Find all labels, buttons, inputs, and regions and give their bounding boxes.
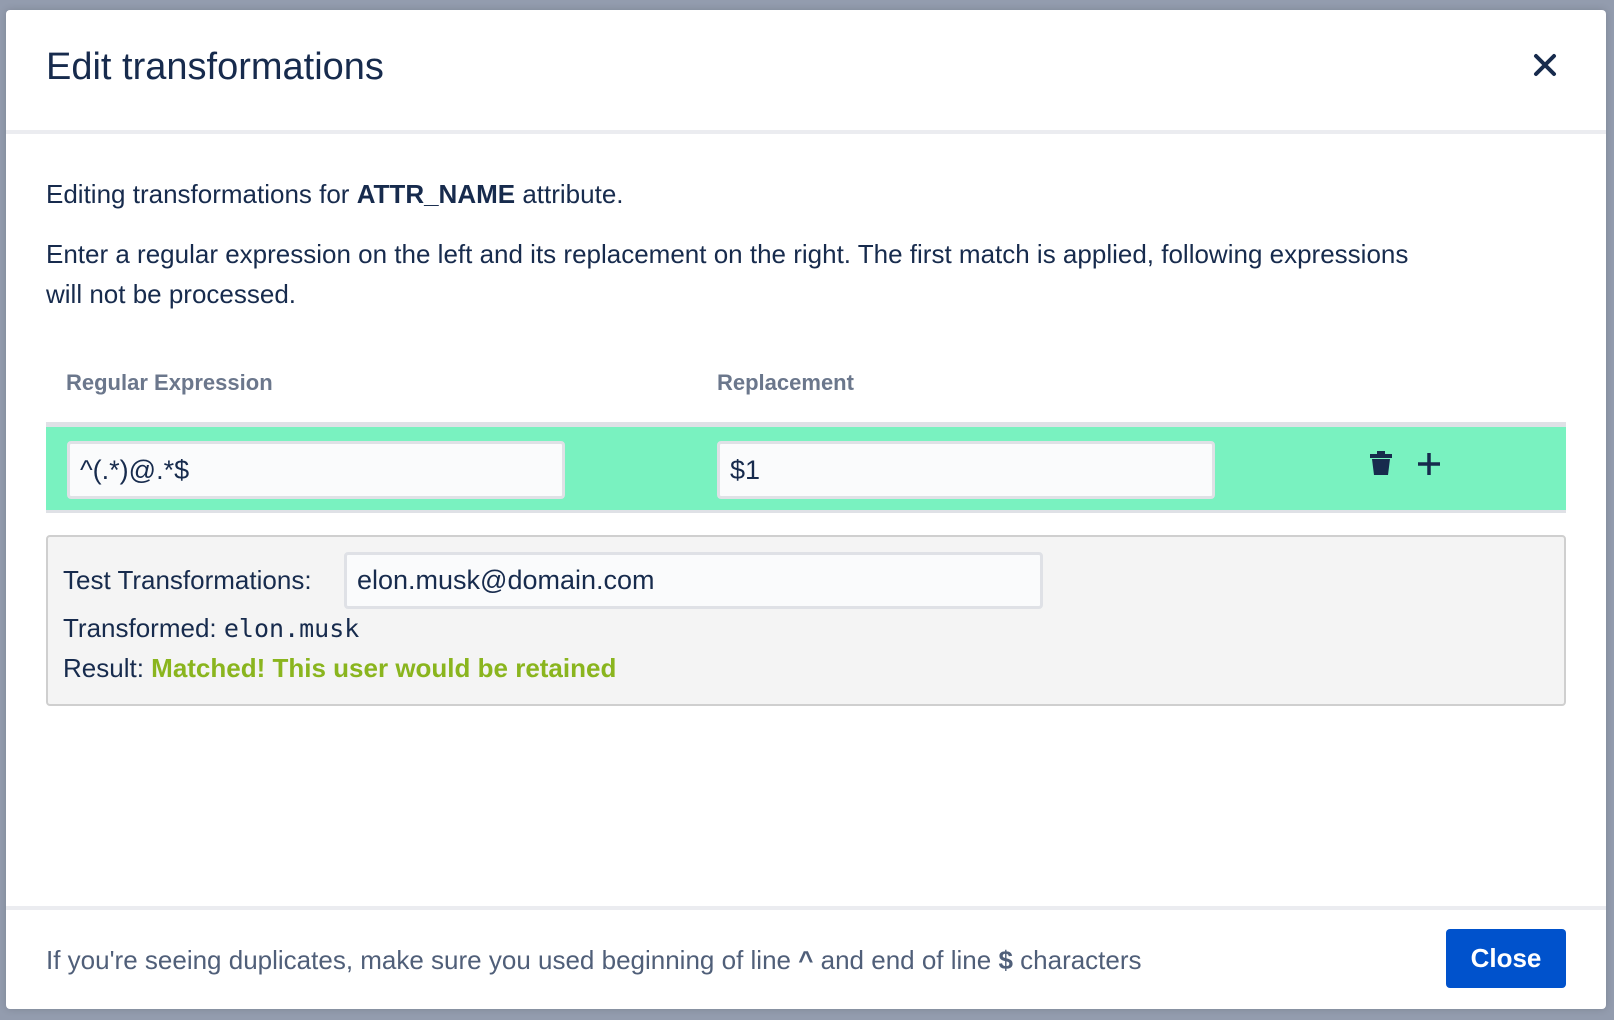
- result-value: Matched! This user would be retained: [151, 653, 617, 683]
- transformed-label: Transformed:: [63, 613, 224, 643]
- test-input[interactable]: [344, 552, 1043, 609]
- transformed-line: Transformed: elon.musk: [63, 613, 359, 644]
- transformation-row: [46, 422, 1566, 513]
- hint-part: and end of line: [813, 945, 999, 975]
- footer-hint: If you're seeing duplicates, make sure y…: [46, 945, 1142, 976]
- close-button[interactable]: Close: [1446, 929, 1566, 988]
- instructions-text: Enter a regular expression on the left a…: [46, 239, 1409, 309]
- result-label: Result:: [63, 653, 152, 683]
- replacement-input[interactable]: [717, 441, 1215, 499]
- test-label: Test Transformations:: [63, 565, 312, 595]
- regex-input[interactable]: [67, 441, 565, 499]
- footer-divider: [6, 906, 1606, 910]
- transformed-value: elon.musk: [223, 614, 360, 643]
- dialog-title: Edit transformations: [46, 46, 384, 88]
- plus-icon[interactable]: [1414, 449, 1444, 479]
- close-icon[interactable]: [1528, 48, 1562, 82]
- intro-suffix: attribute.: [515, 179, 624, 209]
- attribute-name: ATTR_NAME: [356, 179, 516, 209]
- hint-part: characters: [1012, 945, 1142, 975]
- intro-text: Editing transformations for ATTR_NAME at…: [46, 174, 1446, 214]
- dialog-header: Edit transformations: [6, 10, 1606, 134]
- intro-prefix: Editing transformations for: [46, 179, 357, 209]
- result-line: Result: Matched! This user would be reta…: [63, 653, 616, 684]
- test-transformations-panel: Test Transformations: Transformed: elon.…: [46, 535, 1566, 706]
- hint-caret: ^: [798, 945, 814, 975]
- column-header-replacement: Replacement: [717, 370, 854, 395]
- hint-part: If you're seeing duplicates, make sure y…: [46, 945, 799, 975]
- column-header-regex: Regular Expression: [66, 370, 273, 395]
- edit-transformations-dialog: Edit transformations Editing transformat…: [6, 10, 1606, 1009]
- trash-icon[interactable]: [1366, 449, 1396, 479]
- hint-dollar: $: [998, 945, 1013, 975]
